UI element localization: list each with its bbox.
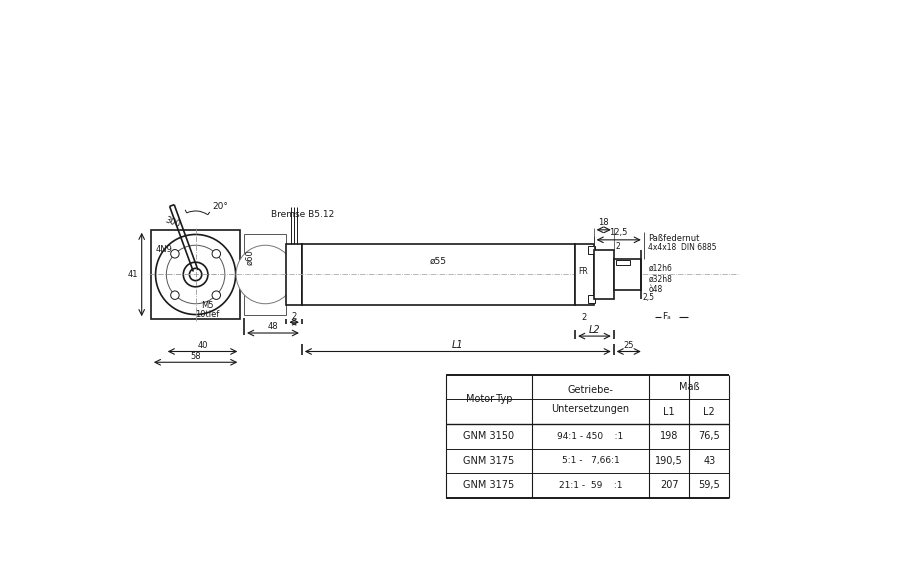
Text: GNM 3175: GNM 3175	[464, 481, 515, 491]
Text: 58: 58	[190, 352, 201, 360]
Text: L1: L1	[663, 407, 675, 417]
Text: Bremse B5.12: Bremse B5.12	[272, 210, 335, 219]
Circle shape	[212, 249, 220, 258]
Text: ø55: ø55	[430, 257, 447, 266]
Text: 4N9: 4N9	[156, 245, 173, 254]
Bar	[244, 234, 286, 315]
Text: M5: M5	[201, 301, 213, 310]
Text: Motor-Typ: Motor-Typ	[465, 394, 512, 404]
Text: 5:1 -   7,66:1: 5:1 - 7,66:1	[562, 456, 619, 465]
Text: 40: 40	[197, 341, 208, 350]
Circle shape	[302, 251, 306, 255]
Bar	[614, 259, 641, 290]
Circle shape	[171, 291, 179, 299]
Text: ø60: ø60	[246, 249, 255, 265]
Text: 2: 2	[292, 312, 297, 321]
Text: 198: 198	[660, 431, 679, 441]
Circle shape	[184, 262, 208, 287]
Bar	[594, 250, 614, 299]
Text: GNM 3150: GNM 3150	[464, 431, 515, 441]
Text: 2: 2	[616, 242, 621, 251]
Text: 94:1 - 450    :1: 94:1 - 450 :1	[557, 431, 624, 441]
Text: 190,5: 190,5	[655, 456, 683, 466]
Text: Getriebe-: Getriebe-	[568, 385, 614, 395]
Text: 300: 300	[164, 215, 182, 229]
Text: ø12h6: ø12h6	[648, 264, 672, 273]
Text: 48: 48	[267, 322, 278, 331]
Text: 18: 18	[598, 218, 609, 227]
Text: 2: 2	[581, 313, 587, 322]
Bar	[302, 244, 575, 305]
Text: 4x4x18  DIN 6885: 4x4x18 DIN 6885	[648, 243, 717, 252]
Text: 41: 41	[127, 270, 138, 279]
Bar	[151, 230, 240, 319]
Text: 59,5: 59,5	[698, 481, 720, 491]
Text: L2: L2	[703, 407, 716, 417]
Circle shape	[156, 234, 236, 315]
Circle shape	[189, 268, 202, 281]
Text: 207: 207	[660, 481, 679, 491]
Text: 2,5: 2,5	[643, 293, 655, 302]
Text: L1: L1	[452, 340, 464, 350]
Text: 10tief: 10tief	[195, 310, 220, 319]
Text: ò48: ò48	[648, 285, 662, 294]
Circle shape	[302, 294, 306, 298]
Text: GNM 3175: GNM 3175	[464, 456, 515, 466]
Text: 12,5: 12,5	[609, 228, 628, 237]
Text: L2: L2	[589, 325, 600, 335]
Circle shape	[212, 291, 220, 299]
Bar	[301, 248, 308, 258]
Text: Maß: Maß	[679, 382, 699, 392]
Bar	[589, 295, 595, 303]
Text: FR: FR	[579, 267, 588, 276]
Text: ø32h8: ø32h8	[648, 275, 672, 284]
Bar	[616, 260, 630, 265]
Text: 25: 25	[624, 341, 634, 350]
Text: Untersetzungen: Untersetzungen	[552, 404, 630, 414]
Bar	[589, 246, 595, 255]
Circle shape	[236, 245, 294, 303]
Text: 43: 43	[703, 456, 716, 466]
Text: Fₐ: Fₐ	[662, 312, 671, 321]
Text: Paßfedernut: Paßfedernut	[648, 234, 699, 243]
Circle shape	[166, 245, 225, 303]
Text: 20°: 20°	[212, 203, 229, 211]
Text: 21:1 -  59    :1: 21:1 - 59 :1	[559, 481, 623, 490]
Bar	[301, 291, 308, 301]
Bar	[575, 244, 594, 305]
Bar	[286, 244, 302, 305]
Text: 76,5: 76,5	[698, 431, 720, 441]
Circle shape	[171, 249, 179, 258]
